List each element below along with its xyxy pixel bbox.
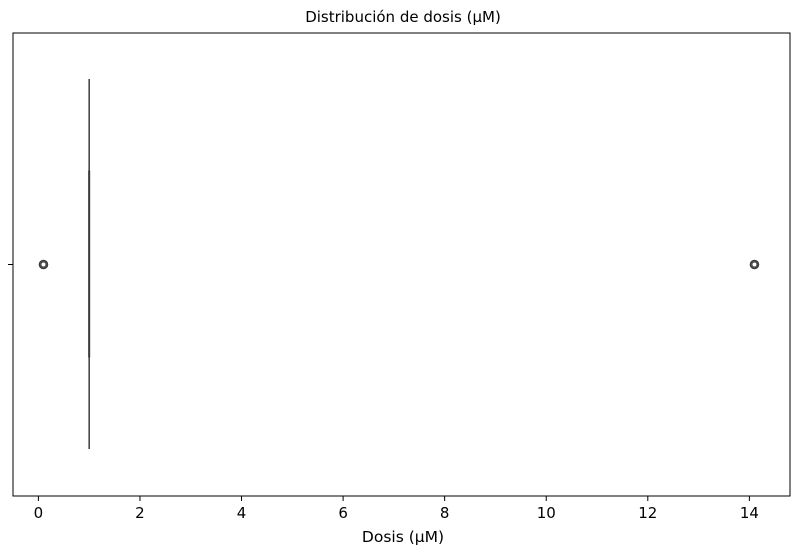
x-axis-label: Dosis (μM) — [362, 528, 444, 546]
outlier-point — [749, 259, 760, 270]
plot-frame — [12, 32, 791, 497]
x-tick-label: 6 — [338, 504, 348, 522]
x-tick-label: 4 — [237, 504, 247, 522]
x-tick-label: 0 — [34, 504, 44, 522]
x-tick-label: 14 — [740, 504, 759, 522]
x-tick-label: 12 — [638, 504, 657, 522]
outlier-point-overlap — [40, 261, 47, 268]
chart-title: Distribución de dosis (μM) — [305, 8, 501, 26]
x-tick-label: 8 — [440, 504, 450, 522]
x-tick-label: 2 — [135, 504, 145, 522]
box-plot — [38, 79, 760, 449]
x-tick-label: 10 — [537, 504, 556, 522]
outlier-point-overlap — [751, 261, 758, 268]
outlier-point — [38, 259, 49, 270]
x-axis-ticks: 0 2 4 6 8 10 12 14 — [34, 496, 759, 522]
